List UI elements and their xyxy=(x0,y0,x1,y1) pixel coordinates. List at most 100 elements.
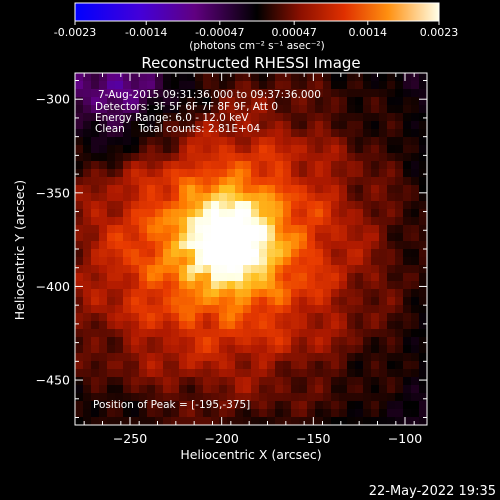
heatmap-cell xyxy=(251,337,260,346)
heatmap-cell xyxy=(339,193,348,202)
heatmap-cell xyxy=(163,73,172,82)
colorbar-tick-label: -0.0023 xyxy=(54,26,96,39)
heatmap-cell xyxy=(227,409,236,418)
heatmap-cell xyxy=(163,193,172,202)
heatmap-cell xyxy=(219,401,228,410)
heatmap-cell xyxy=(323,121,332,130)
heatmap-cell xyxy=(331,337,340,346)
heatmap-cell xyxy=(347,369,356,378)
heatmap-cell xyxy=(195,257,204,266)
heatmap-cell xyxy=(307,89,316,98)
heatmap-cell xyxy=(267,329,276,338)
heatmap-cell xyxy=(411,193,420,202)
heatmap-cell xyxy=(211,353,220,362)
heatmap-cell xyxy=(139,201,148,210)
heatmap-cell xyxy=(323,337,332,346)
heatmap-cell xyxy=(163,321,172,330)
heatmap-cell xyxy=(99,417,108,425)
heatmap-cell xyxy=(387,89,396,98)
heatmap-cell xyxy=(291,289,300,298)
heatmap-cell xyxy=(163,153,172,162)
heatmap-cell xyxy=(275,401,284,410)
heatmap-cell xyxy=(251,305,260,314)
heatmap-cell xyxy=(163,313,172,322)
heatmap-cell xyxy=(315,337,324,346)
heatmap-cell xyxy=(187,73,196,82)
heatmap-cell xyxy=(243,89,252,98)
heatmap-cell xyxy=(355,385,364,394)
heatmap-cell xyxy=(163,377,172,386)
heatmap-cell xyxy=(163,281,172,290)
heatmap-cell xyxy=(339,97,348,106)
heatmap-cell xyxy=(347,113,356,122)
heatmap-cell xyxy=(171,321,180,330)
heatmap-cell xyxy=(203,409,212,418)
heatmap-cell xyxy=(355,145,364,154)
heatmap-cell xyxy=(139,353,148,362)
heatmap-cell xyxy=(83,321,92,330)
heatmap-cell xyxy=(171,137,180,146)
heatmap-cell xyxy=(267,73,276,82)
heatmap-cell xyxy=(187,97,196,106)
heatmap-cell xyxy=(235,137,244,146)
heatmap-cell xyxy=(131,97,140,106)
colorbar: -0.0023 -0.0014 -0.00047 0.00047 0.0014 0.002… xyxy=(54,2,458,52)
heatmap-cell xyxy=(235,345,244,354)
heatmap-cell xyxy=(179,225,188,234)
heatmap-cell xyxy=(275,313,284,322)
heatmap-cell xyxy=(211,121,220,130)
heatmap-cell xyxy=(275,121,284,130)
heatmap-cell xyxy=(179,353,188,362)
heatmap-cell xyxy=(419,289,427,298)
heatmap-cell xyxy=(267,361,276,370)
heatmap-cell xyxy=(179,121,188,130)
heatmap-cell xyxy=(83,281,92,290)
heatmap-cell xyxy=(147,313,156,322)
heatmap-cell xyxy=(395,121,404,130)
heatmap-cell xyxy=(355,89,364,98)
heatmap-cell xyxy=(187,273,196,282)
heatmap-cell xyxy=(75,377,84,386)
heatmap-cell xyxy=(275,145,284,154)
heatmap-cell xyxy=(259,257,268,266)
heatmap-cell xyxy=(179,217,188,226)
heatmap-cell xyxy=(387,281,396,290)
heatmap-cell xyxy=(99,97,108,106)
heatmap-cell xyxy=(131,153,140,162)
heatmap-cell xyxy=(331,225,340,234)
heatmap-cell xyxy=(243,401,252,410)
heatmap-cell xyxy=(411,281,420,290)
heatmap-cell xyxy=(315,313,324,322)
heatmap-cell xyxy=(131,193,140,202)
heatmap-cell xyxy=(411,201,420,210)
heatmap-cell xyxy=(195,281,204,290)
heatmap-cell xyxy=(387,233,396,242)
heatmap-cell xyxy=(147,393,156,402)
heatmap-cell xyxy=(187,129,196,138)
heatmap-cell xyxy=(251,265,260,274)
heatmap-cell xyxy=(419,169,427,178)
heatmap-cell xyxy=(147,369,156,378)
heatmap-cell xyxy=(75,209,84,218)
heatmap-cell xyxy=(131,217,140,226)
heatmap-cell xyxy=(403,81,412,90)
heatmap-cell xyxy=(163,129,172,138)
heatmap-cell xyxy=(355,217,364,226)
heatmap-cell xyxy=(99,273,108,282)
heatmap-cell xyxy=(419,113,427,122)
heatmap-cell xyxy=(283,177,292,186)
heatmap-cell xyxy=(307,305,316,314)
heatmap-cell xyxy=(163,385,172,394)
heatmap-cell xyxy=(371,409,380,418)
heatmap-cell xyxy=(331,321,340,330)
heatmap-cell xyxy=(251,105,260,114)
heatmap-cell xyxy=(251,241,260,250)
heatmap-cell xyxy=(75,217,84,226)
heatmap-cell xyxy=(115,81,124,90)
heatmap-image xyxy=(75,73,427,425)
heatmap-cell xyxy=(147,345,156,354)
heatmap-cell xyxy=(291,161,300,170)
heatmap-cell xyxy=(187,217,196,226)
heatmap-cell xyxy=(155,337,164,346)
heatmap-cell xyxy=(331,385,340,394)
